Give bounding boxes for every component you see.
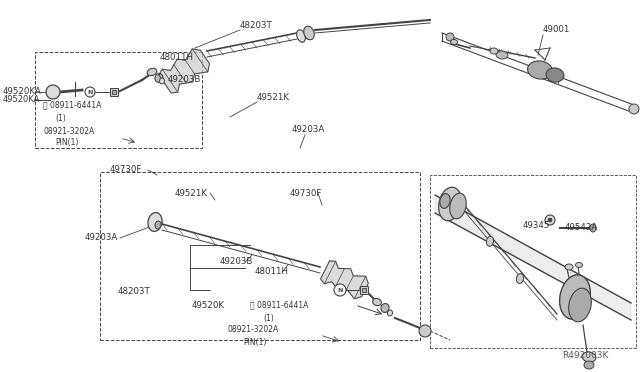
Text: PIN(1): PIN(1) [243,339,266,347]
Bar [112,90,116,94]
Text: 48203T: 48203T [240,20,273,29]
Ellipse shape [582,352,596,362]
Circle shape [85,87,95,97]
Text: 49542A: 49542A [565,224,598,232]
Text: 49203B: 49203B [220,257,253,266]
Ellipse shape [584,361,594,369]
Ellipse shape [148,212,162,231]
Ellipse shape [516,273,524,283]
Ellipse shape [296,30,305,42]
Text: 49203A: 49203A [85,234,118,243]
Text: 48011H: 48011H [255,267,289,276]
Ellipse shape [381,304,389,312]
Text: 49521K: 49521K [175,189,208,198]
Ellipse shape [155,74,163,83]
Text: 48203T: 48203T [118,286,151,295]
Text: Ⓝ 08911-6441A: Ⓝ 08911-6441A [43,100,101,109]
Ellipse shape [440,193,450,208]
Ellipse shape [304,26,314,40]
Circle shape [419,325,431,337]
Circle shape [334,284,346,296]
Ellipse shape [451,39,458,45]
Ellipse shape [590,224,596,232]
Text: 49203B: 49203B [168,76,202,84]
Circle shape [446,33,454,41]
Text: 49203A: 49203A [292,125,325,135]
Text: 49521K: 49521K [257,93,290,102]
Bar [110,88,118,96]
Ellipse shape [569,288,591,322]
Text: 08921-3202A: 08921-3202A [228,326,279,334]
Text: 49730F: 49730F [110,166,142,174]
Text: N: N [337,288,342,292]
Ellipse shape [438,187,461,221]
Text: Ⓝ 08911-6441A: Ⓝ 08911-6441A [250,301,308,310]
Ellipse shape [527,61,552,79]
Text: 49730F: 49730F [290,189,323,198]
Ellipse shape [159,78,164,84]
Text: 49345: 49345 [523,221,550,230]
Text: (1): (1) [55,113,66,122]
Ellipse shape [565,264,573,270]
Text: 49520KA: 49520KA [3,87,42,96]
Text: 49520KA: 49520KA [3,96,40,105]
Ellipse shape [496,51,508,59]
Text: (1): (1) [263,314,274,323]
Polygon shape [435,195,631,320]
Circle shape [46,85,60,99]
Ellipse shape [155,221,161,229]
Ellipse shape [372,298,381,306]
Circle shape [629,104,639,114]
Text: 08921-3202A: 08921-3202A [43,126,94,135]
Circle shape [548,218,552,222]
Ellipse shape [387,310,392,316]
Bar [360,286,368,294]
Text: 48011H: 48011H [160,52,194,61]
Text: 49520K: 49520K [192,301,225,310]
Ellipse shape [486,236,493,246]
Ellipse shape [147,68,157,76]
Text: N: N [87,90,93,94]
Circle shape [545,215,555,225]
Ellipse shape [546,68,564,82]
Polygon shape [321,261,368,299]
Text: R492003K: R492003K [562,350,609,359]
Text: PIN(1): PIN(1) [55,138,78,148]
Ellipse shape [490,48,498,54]
Text: 49001: 49001 [543,26,570,35]
Polygon shape [159,49,209,93]
Bar [362,288,366,292]
Ellipse shape [456,198,463,208]
Ellipse shape [575,263,582,267]
Ellipse shape [559,275,590,319]
Ellipse shape [450,193,467,219]
